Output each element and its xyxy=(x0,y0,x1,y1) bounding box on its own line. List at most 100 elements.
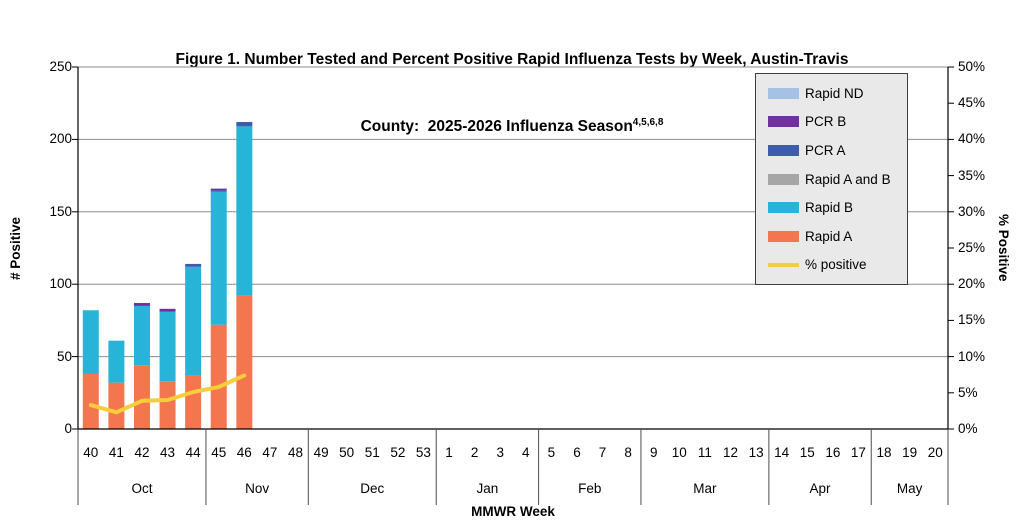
week-label: 18 xyxy=(876,445,892,460)
bar-segment-rapid-a-week-42 xyxy=(133,365,150,429)
legend-item-pcr-b: PCR B xyxy=(768,108,907,135)
week-label: 43 xyxy=(160,445,176,460)
bar-segment-rapid-b-week-41 xyxy=(108,340,125,383)
bar-segment-rapid-b-week-46 xyxy=(236,126,253,296)
week-label: 17 xyxy=(850,445,866,460)
week-label: 44 xyxy=(185,445,201,460)
week-label: 46 xyxy=(236,445,252,460)
y-axis-tick-label-right: 15% xyxy=(958,312,986,328)
month-label: May xyxy=(896,481,923,496)
y-axis-tick-label-right: 50% xyxy=(958,59,986,74)
week-label: 48 xyxy=(287,445,304,460)
x-axis-title: MMWR Week xyxy=(471,504,555,519)
bar-segment-pcr-a-week-46 xyxy=(236,122,253,127)
week-label: 3 xyxy=(496,445,504,460)
y-axis-tick-label-left: 50 xyxy=(56,348,72,364)
week-label: 8 xyxy=(624,445,632,460)
legend-label: PCR A xyxy=(805,142,846,158)
week-label: 20 xyxy=(927,445,943,460)
legend-label: PCR B xyxy=(805,114,847,130)
y-axis-tick-label-right: 10% xyxy=(958,348,986,364)
chart-title: Figure 1. Number Tested and Percent Posi… xyxy=(0,7,1024,179)
week-label: 40 xyxy=(83,445,99,460)
legend-label: Rapid A xyxy=(805,228,853,244)
bar-segment-rapid-a-week-46 xyxy=(236,295,253,429)
week-label: 14 xyxy=(774,445,790,460)
month-label: Nov xyxy=(245,481,270,496)
y-axis-tick-label-right: 30% xyxy=(958,203,986,219)
week-label: 7 xyxy=(598,445,607,460)
legend-item-rapid-nd: Rapid ND xyxy=(768,80,907,107)
legend-label: % positive xyxy=(805,257,867,273)
y-axis-tick-label-left: 200 xyxy=(49,131,72,147)
legend-label: Rapid B xyxy=(805,200,854,216)
bar-segment-rapid-a-week-43 xyxy=(159,381,176,429)
y-axis-tick-label-right: 40% xyxy=(958,131,986,147)
week-label: 52 xyxy=(390,445,406,460)
legend-item--positive: % positive xyxy=(768,251,907,278)
legend-color-swatch xyxy=(768,173,799,185)
bar-segment-pcr-b-week-42 xyxy=(133,303,150,306)
week-label: 13 xyxy=(748,445,764,460)
week-label: 42 xyxy=(134,445,150,460)
bar-segment-rapid-a-week-40 xyxy=(82,373,99,429)
week-label: 9 xyxy=(649,445,658,460)
legend-label: Rapid A and B xyxy=(805,171,891,187)
week-label: 47 xyxy=(262,445,278,460)
chart-title-line2: County: 2025-2026 Influenza Season4,5,6,… xyxy=(360,117,664,136)
legend-item-rapid-a: Rapid A xyxy=(768,223,907,250)
month-label: Dec xyxy=(360,481,385,496)
week-label: 10 xyxy=(671,445,687,460)
month-label: Jan xyxy=(476,481,499,496)
week-label: 15 xyxy=(799,445,815,460)
week-label: 2 xyxy=(470,445,479,460)
legend-color-swatch xyxy=(768,144,799,156)
legend-item-pcr-a: PCR A xyxy=(768,137,907,164)
legend-line-swatch xyxy=(768,262,799,267)
chart-title-line1: Figure 1. Number Tested and Percent Posi… xyxy=(175,51,849,68)
bar-segment-rapid-b-week-42 xyxy=(133,305,150,366)
month-label: Feb xyxy=(578,481,602,496)
bar-segment-rapid-a-week-45 xyxy=(210,324,227,429)
y-axis-tick-label-right: 35% xyxy=(958,167,986,183)
week-label: 49 xyxy=(313,445,329,460)
chart-title-superscript: 4,5,6,8 xyxy=(632,117,664,128)
legend-label: Rapid ND xyxy=(805,85,864,101)
y-axis-tick-label-right: 5% xyxy=(958,384,978,400)
bar-segment-pcr-a-week-45 xyxy=(210,190,227,192)
week-label: 1 xyxy=(445,445,453,460)
legend-color-swatch xyxy=(768,116,799,128)
bar-segment-pcr-b-week-43 xyxy=(159,308,176,312)
y-axis-tick-label-right: 0% xyxy=(958,421,978,436)
bar-segment-rapid-b-week-43 xyxy=(159,311,176,382)
y-axis-tick-label-left: 250 xyxy=(49,59,72,74)
legend-item-rapid-b: Rapid B xyxy=(768,194,907,221)
week-label: 19 xyxy=(902,445,918,460)
percent-positive-line xyxy=(88,373,247,415)
bar-segment-rapid-a-week-44 xyxy=(185,375,202,429)
week-label: 45 xyxy=(211,445,227,460)
y-axis-tick-label-right: 25% xyxy=(958,240,986,255)
bar-segment-rapid-b-week-40 xyxy=(82,310,99,374)
y-axis-tick-label-left: 150 xyxy=(49,203,72,219)
right-axis-title: % Positive xyxy=(996,214,1011,282)
legend-item-rapid-a-and-b: Rapid A and B xyxy=(768,166,907,193)
week-label: 11 xyxy=(697,445,712,460)
week-label: 51 xyxy=(364,445,380,460)
legend-color-swatch xyxy=(768,87,799,99)
y-axis-tick-label-right: 20% xyxy=(958,276,986,292)
week-label: 5 xyxy=(547,445,556,460)
week-label: 12 xyxy=(722,445,739,460)
week-label: 6 xyxy=(573,445,581,460)
week-label: 53 xyxy=(415,445,431,460)
month-label: Oct xyxy=(131,481,153,496)
bar-segment-pcr-a-week-44 xyxy=(185,263,202,267)
month-label: Mar xyxy=(693,481,717,496)
legend-color-swatch xyxy=(768,230,799,242)
y-axis-tick-label-left: 0 xyxy=(64,421,72,436)
bar-segment-pcr-b-week-45 xyxy=(210,188,227,191)
bar-segment-rapid-b-week-44 xyxy=(185,266,202,376)
y-axis-tick-label-left: 100 xyxy=(49,276,72,292)
